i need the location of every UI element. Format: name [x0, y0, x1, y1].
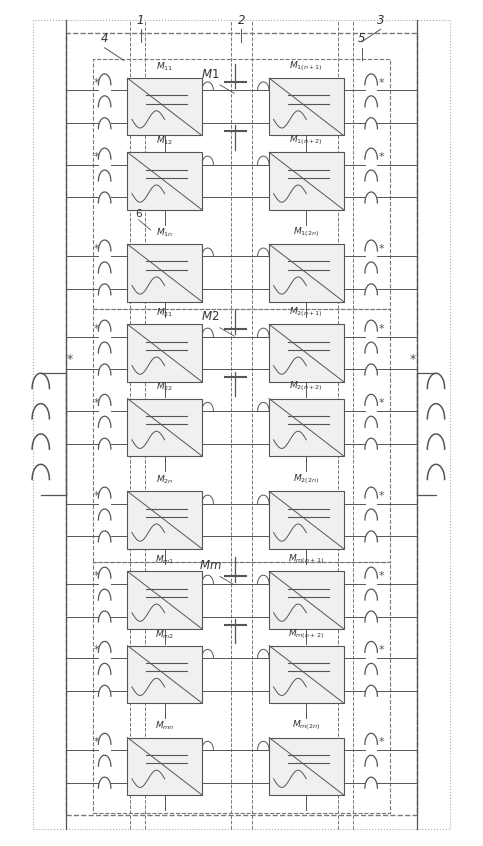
Bar [269, 324, 343, 382]
Text: $M_{11}$: $M_{11}$ [156, 61, 173, 73]
Text: *: * [410, 353, 416, 366]
Text: 5: 5 [358, 32, 365, 45]
Text: *: * [93, 645, 99, 655]
Text: $M1$: $M1$ [201, 68, 220, 80]
Text: $M_{12}$: $M_{12}$ [156, 135, 173, 147]
Text: $M_{1n}$: $M_{1n}$ [156, 227, 173, 239]
Text: $M_{1(n+1)}$: $M_{1(n+1)}$ [289, 59, 323, 73]
Text: $M_{2(2n)}$: $M_{2(2n)}$ [293, 472, 319, 486]
Bar [269, 398, 343, 456]
Bar [128, 571, 202, 629]
Text: *: * [379, 324, 384, 334]
Bar [128, 244, 202, 301]
Text: $M_{2(n+2)}$: $M_{2(n+2)}$ [289, 380, 323, 393]
Text: 6: 6 [135, 209, 142, 219]
Text: $M_{m(2n)}$: $M_{m(2n)}$ [292, 718, 321, 733]
Text: 4: 4 [101, 32, 108, 45]
Text: *: * [93, 491, 99, 501]
Text: *: * [379, 737, 384, 747]
Text: $Mm$: $Mm$ [199, 559, 222, 572]
Text: $M_{2n}$: $M_{2n}$ [156, 474, 173, 486]
Text: *: * [379, 571, 384, 581]
Text: *: * [93, 398, 99, 408]
Text: *: * [93, 78, 99, 88]
Bar [128, 398, 202, 456]
Text: *: * [379, 244, 384, 254]
Text: *: * [67, 353, 73, 366]
Text: 3: 3 [377, 14, 384, 27]
Text: $M_{22}$: $M_{22}$ [156, 381, 173, 393]
Bar [128, 738, 202, 795]
Text: $M_{1(2n)}$: $M_{1(2n)}$ [293, 225, 319, 239]
Text: *: * [93, 152, 99, 162]
Text: 2: 2 [238, 14, 245, 27]
Text: $M_{2(n+1)}$: $M_{2(n+1)}$ [289, 305, 323, 319]
Text: $M_{m(n+2)}$: $M_{m(n+2)}$ [288, 627, 325, 640]
Bar [128, 324, 202, 382]
Text: *: * [379, 645, 384, 655]
Text: $M_{1(n+2)}$: $M_{1(n+2)}$ [289, 134, 323, 147]
Text: $M_{mn}$: $M_{mn}$ [155, 720, 174, 733]
Text: *: * [379, 78, 384, 88]
Text: *: * [93, 571, 99, 581]
Bar [269, 645, 343, 703]
Text: $M_{21}$: $M_{21}$ [156, 307, 173, 319]
Text: $M2$: $M2$ [201, 310, 220, 323]
Text: *: * [379, 152, 384, 162]
Text: *: * [379, 491, 384, 501]
Bar [269, 152, 343, 210]
Bar [269, 244, 343, 301]
Text: *: * [93, 244, 99, 254]
Bar [269, 738, 343, 795]
Text: $M_{m1}$: $M_{m1}$ [155, 554, 174, 566]
Text: $M_{m2}$: $M_{m2}$ [155, 628, 174, 640]
Bar [128, 152, 202, 210]
Bar [269, 571, 343, 629]
Bar [128, 645, 202, 703]
Bar [269, 78, 343, 135]
Bar [128, 492, 202, 549]
Text: 1: 1 [137, 14, 144, 27]
Text: *: * [93, 737, 99, 747]
Bar [269, 492, 343, 549]
Bar [128, 78, 202, 135]
Text: *: * [379, 398, 384, 408]
Text: *: * [93, 324, 99, 334]
Text: $M_{m(n+1)}$: $M_{m(n+1)}$ [288, 552, 325, 566]
